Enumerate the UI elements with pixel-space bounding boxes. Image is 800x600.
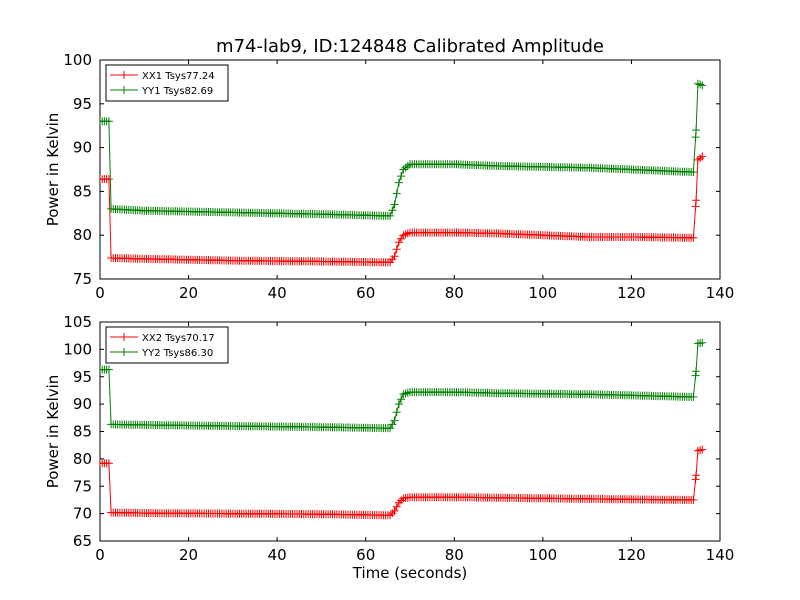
y-tick-label: 90	[73, 139, 92, 157]
legend-label: YY1 Tsys82.69	[141, 86, 213, 97]
y-tick-label: 85	[73, 182, 92, 200]
x-tick-label: 140	[706, 284, 735, 302]
x-axis-label: Time (seconds)	[352, 564, 468, 582]
y-tick-label: 75	[73, 270, 92, 288]
legend-swatch-marker	[120, 333, 128, 341]
x-tick-label: 40	[268, 284, 287, 302]
data-point-marker	[104, 175, 113, 184]
y-axis-label: Power in Kelvin	[44, 375, 62, 489]
x-tick-label: 0	[95, 284, 105, 302]
y-tick-label: 65	[73, 532, 92, 550]
legend-swatch-marker	[120, 86, 128, 94]
series-green	[100, 79, 707, 220]
series-red	[100, 445, 707, 520]
series-red	[100, 152, 707, 267]
x-tick-label: 20	[179, 546, 198, 564]
y-tick-label: 80	[73, 226, 92, 244]
data-point-marker	[392, 245, 401, 254]
data-point-marker	[689, 393, 698, 401]
data-point-marker	[689, 233, 698, 242]
legend-label: YY2 Tsys86.30	[141, 348, 213, 359]
data-point-marker	[691, 133, 700, 142]
y-tick-label: 75	[73, 477, 92, 495]
data-point-marker	[392, 502, 401, 511]
legend-box	[105, 64, 229, 102]
data-point-marker	[698, 445, 707, 454]
data-point-marker	[390, 252, 399, 261]
y-tick-label: 95	[73, 95, 92, 113]
data-point-marker	[390, 506, 399, 515]
data-point-marker	[692, 196, 701, 205]
data-point-marker	[104, 459, 113, 468]
data-point-marker	[394, 178, 403, 187]
x-tick-label: 140	[706, 546, 735, 564]
data-point-marker	[392, 189, 401, 198]
y-tick-label: 80	[73, 450, 92, 468]
data-point-marker	[397, 172, 406, 181]
data-point-marker	[397, 395, 406, 404]
data-point-marker	[692, 367, 701, 376]
x-tick-label: 60	[356, 546, 375, 564]
data-point-marker	[390, 200, 399, 209]
data-point-marker	[692, 126, 701, 135]
data-point-marker	[698, 338, 707, 347]
plot-frame	[99, 59, 721, 280]
y-tick-label: 105	[63, 313, 92, 331]
legend: XX1 Tsys77.24 YY1 Tsys82.69	[105, 64, 229, 102]
legend-label: XX1 Tsys77.24	[142, 71, 215, 82]
data-point-marker	[692, 471, 701, 480]
data-point-marker	[104, 365, 113, 374]
data-point-marker	[689, 168, 698, 177]
data-point-marker	[698, 81, 707, 90]
figure-title: m74-lab9, ID:124848 Calibrated Amplitude	[216, 36, 604, 57]
y-tick-label: 100	[63, 51, 92, 69]
y-tick-label: 70	[73, 505, 92, 523]
x-tick-label: 80	[445, 546, 464, 564]
data-point-marker	[392, 408, 401, 417]
y-tick-label: 100	[63, 340, 92, 358]
x-tick-label: 100	[529, 546, 558, 564]
legend-label: XX2 Tsys70.17	[142, 333, 215, 344]
y-axis-label: Power in Kelvin	[44, 113, 62, 227]
upper-panel: 0 20 40 60 80 100 120 140 75 80 85 90 95 100 Power in …	[44, 51, 734, 302]
y-tick-label: 90	[73, 395, 92, 413]
legend-box	[105, 326, 229, 364]
x-tick-label: 40	[268, 546, 287, 564]
data-point-marker	[689, 495, 698, 504]
data-point-marker	[698, 152, 707, 161]
x-tick-label: 120	[617, 284, 646, 302]
x-tick-label: 60	[356, 284, 375, 302]
data-point-marker	[386, 211, 395, 220]
x-tick-label: 0	[95, 546, 105, 564]
x-tick-label: 20	[179, 284, 198, 302]
y-tick-label: 85	[73, 423, 92, 441]
legend: XX2 Tsys70.17 YY2 Tsys86.30	[105, 326, 229, 364]
x-tick-label: 80	[445, 284, 464, 302]
y-tick-label: 95	[73, 368, 92, 386]
lower-panel: 0 20 40 60 80 100 120 140 65 70 75 80 85 90 95 100 105 Po…	[44, 313, 734, 582]
data-point-marker	[390, 416, 399, 425]
series-green	[100, 338, 707, 433]
legend-swatch-marker	[120, 71, 128, 79]
legend-swatch-marker	[120, 348, 128, 356]
data-point-marker	[388, 206, 397, 215]
data-point-marker	[394, 400, 403, 409]
x-tick-label: 120	[617, 546, 646, 564]
x-tick-label: 100	[529, 284, 558, 302]
data-point-marker	[104, 117, 113, 126]
